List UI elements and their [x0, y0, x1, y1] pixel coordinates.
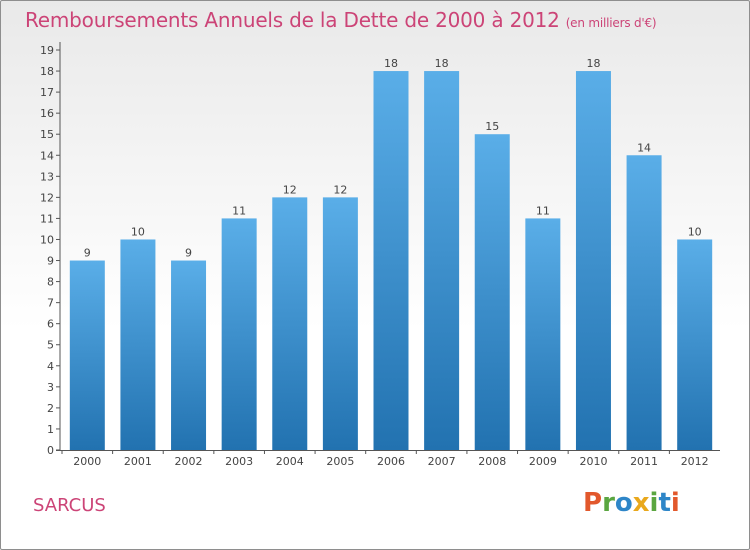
bar [424, 71, 460, 450]
y-tick-label: 5 [47, 339, 54, 352]
bar [575, 71, 611, 450]
town-name: SARCUS [33, 495, 106, 516]
bar [474, 134, 510, 451]
y-tick-label: 17 [40, 86, 54, 99]
y-tick-label: 16 [40, 107, 54, 120]
proxiti-logo[interactable]: Proxiti [583, 488, 680, 518]
y-tick-label: 11 [40, 212, 54, 225]
x-tick-label: 2009 [529, 455, 557, 468]
x-tick-label: 2008 [478, 455, 506, 468]
x-tick-label: 2007 [428, 455, 456, 468]
bar [373, 71, 409, 450]
bar [69, 260, 105, 450]
logo-letter: i [649, 488, 659, 518]
logo-letter: i [670, 488, 680, 518]
bar-value-label: 18 [435, 57, 449, 70]
y-tick-label: 1 [47, 423, 54, 436]
logo-letter: x [632, 488, 650, 518]
y-tick-label: 3 [47, 381, 54, 394]
x-tick-label: 2005 [326, 455, 354, 468]
bar-value-label: 18 [384, 57, 398, 70]
chart-unit: (en milliers d'€) [565, 16, 657, 30]
x-tick-label: 2012 [681, 455, 709, 468]
logo-letter: P [583, 488, 603, 518]
chart-title: Remboursements Annuels de la Dette de 20… [25, 8, 657, 32]
bar-value-label: 15 [485, 120, 499, 133]
x-tick-label: 2000 [73, 455, 101, 468]
y-tick-label: 9 [47, 255, 54, 268]
bar [677, 239, 713, 450]
bar-value-label: 9 [185, 247, 192, 260]
x-tick-label: 2002 [175, 455, 203, 468]
x-tick-label: 2004 [276, 455, 304, 468]
y-tick-label: 0 [47, 444, 54, 457]
bar [221, 218, 257, 450]
bar-value-label: 10 [688, 225, 702, 238]
y-tick-label: 18 [40, 65, 54, 78]
bar-value-label: 14 [637, 141, 651, 154]
bar [171, 260, 207, 450]
y-tick-label: 6 [47, 318, 54, 331]
y-tick-label: 12 [40, 191, 54, 204]
logo-letter: r [602, 488, 615, 518]
x-tick-label: 2011 [630, 455, 658, 468]
bar [120, 239, 156, 450]
bar [525, 218, 561, 450]
chart-title-text: Remboursements Annuels de la Dette de 20… [25, 8, 560, 32]
bar-value-label: 9 [84, 247, 91, 260]
x-tick-label: 2003 [225, 455, 253, 468]
y-tick-label: 7 [47, 297, 54, 310]
bar-value-label: 10 [131, 225, 145, 238]
x-tick-label: 2006 [377, 455, 405, 468]
y-tick-label: 13 [40, 170, 54, 183]
y-tick-label: 8 [47, 276, 54, 289]
logo-letter: o [614, 488, 633, 518]
bar-value-label: 11 [536, 204, 550, 217]
bar-value-label: 11 [232, 204, 246, 217]
y-tick-label: 19 [40, 44, 54, 57]
x-tick-label: 2001 [124, 455, 152, 468]
bar-value-label: 12 [283, 183, 297, 196]
bar [272, 197, 308, 450]
bar [322, 197, 358, 450]
bar-value-label: 12 [333, 183, 347, 196]
bar-value-label: 18 [586, 57, 600, 70]
y-tick-label: 4 [47, 360, 54, 373]
y-tick-label: 2 [47, 402, 54, 415]
x-tick-label: 2010 [579, 455, 607, 468]
y-tick-label: 10 [40, 233, 54, 246]
bar [626, 155, 662, 450]
y-tick-label: 15 [40, 128, 54, 141]
logo-letter: t [658, 488, 671, 518]
y-tick-label: 14 [40, 149, 54, 162]
